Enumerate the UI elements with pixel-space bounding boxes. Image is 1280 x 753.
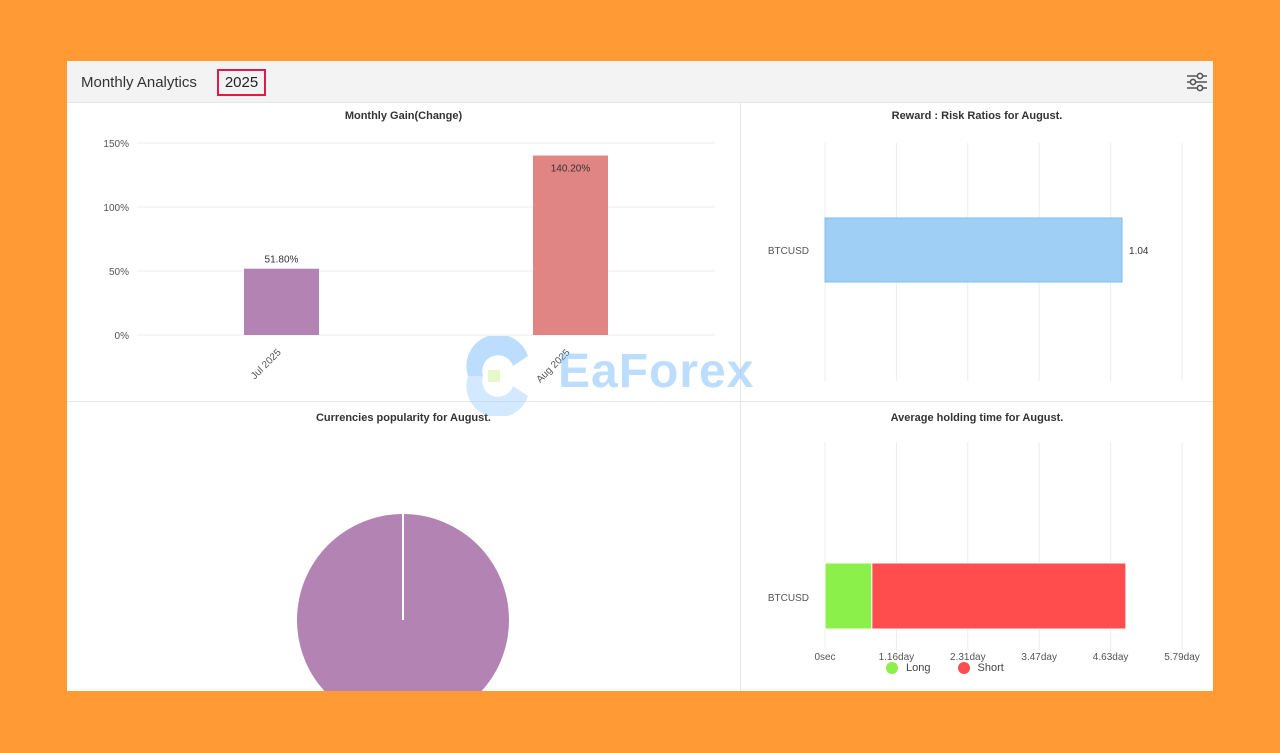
bar-data-label: 1.04: [1129, 246, 1149, 257]
monthly-gain-chart: 150% 100% 50% 0% 51.80% Jul 2025 140.20% Aug 20…: [103, 139, 715, 385]
holding-time-chart: 0sec 1.16day 2.31day 3.47day 4.63day 5.79day B…: [768, 442, 1200, 662]
horizontal-divider: [67, 401, 1213, 402]
year-selector[interactable]: 2025: [217, 69, 266, 96]
legend-dot-short: [957, 662, 970, 674]
risk-ratio-title: Reward : Risk Ratios for August.: [891, 110, 1063, 122]
bar-data-label: 140.20%: [551, 164, 591, 175]
legend-label-short: Short: [977, 662, 1004, 674]
y-tick-label: BTCUSD: [768, 246, 809, 257]
x-tick-label: 0sec: [814, 652, 835, 662]
holding-time-legend: Long Short: [886, 662, 1028, 677]
x-tick-label: 3.47day: [1021, 652, 1057, 662]
y-tick-label: 100%: [103, 203, 129, 214]
bar: [244, 268, 319, 335]
legend-label-long: Long: [906, 662, 931, 674]
bar-data-label: 51.80%: [265, 255, 299, 266]
bar: [824, 217, 1123, 283]
x-tick-label: 1.16day: [879, 652, 915, 662]
y-tick-label: 0%: [115, 331, 130, 342]
bar-segment: [871, 562, 1127, 630]
x-tick-label: 4.63day: [1093, 652, 1129, 662]
bar: [533, 155, 608, 335]
x-tick-label: 5.79day: [1164, 652, 1200, 662]
popularity-title: Currencies popularity for August.: [315, 412, 491, 424]
legend-dot-long: [886, 662, 898, 674]
y-tick-label: 150%: [103, 139, 129, 150]
legend-item-long[interactable]: Long: [886, 662, 930, 674]
sliders-icon[interactable]: [1185, 70, 1209, 94]
monthly-gain-title: Monthly Gain(Change): [344, 110, 463, 122]
bar-segment: [824, 562, 873, 630]
panel-title: Monthly Analytics: [81, 74, 197, 91]
legend-item-short[interactable]: Short: [957, 662, 1004, 674]
y-tick-label: 50%: [109, 267, 129, 278]
x-tick-label: 2.31day: [950, 652, 986, 662]
x-tick-label: Jul 2025: [249, 347, 284, 382]
panel-header: Monthly Analytics 2025: [67, 61, 1213, 103]
analytics-panel: Monthly Analytics 2025 Monthly Gain(Chan…: [67, 61, 1213, 691]
vertical-divider: [740, 103, 741, 691]
x-tick-label: Aug 2025: [535, 347, 573, 385]
y-tick-label: BTCUSD: [768, 593, 809, 604]
popularity-chart: BTCUSD: 100.0 %: [297, 514, 509, 691]
holding-time-title: Average holding time for August.: [890, 412, 1064, 424]
